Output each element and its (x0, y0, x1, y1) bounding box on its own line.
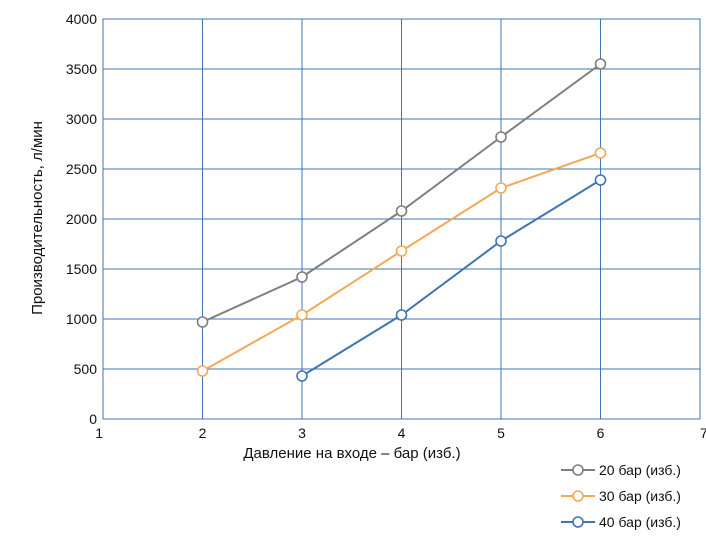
data-point (495, 182, 507, 194)
series-layer (196, 58, 607, 382)
y-tick-label: 1000 (66, 311, 97, 327)
data-point (296, 370, 308, 382)
legend-item: 30 бар (изб.) (561, 488, 681, 504)
data-point (594, 147, 607, 159)
data-point (395, 205, 408, 217)
legend-label: 20 бар (изб.) (599, 462, 681, 478)
x-axis-ticks: 1 2 3 4 5 6 7 (95, 425, 706, 441)
y-tick-label: 2500 (66, 161, 97, 177)
data-point (594, 58, 607, 70)
series-2 (196, 147, 607, 377)
data-point (594, 174, 607, 186)
y-tick-label: 1500 (66, 261, 97, 277)
y-axis-title: Производительность, л/мин (29, 121, 46, 315)
legend-marker (572, 516, 584, 528)
plot-border (102, 18, 701, 420)
x-axis-title: Давление на входе – бар (изб.) (243, 445, 460, 462)
series-1 (196, 58, 607, 328)
x-tick-label: 5 (497, 425, 505, 441)
legend-marker (572, 464, 584, 476)
chart-legend: 20 бар (изб.) 30 бар (изб.) 40 бар (изб.) (561, 462, 681, 530)
y-axis-ticks: 0 500 1000 1500 2000 2500 3000 3500 4000 (66, 11, 97, 427)
plot-frame (102, 18, 701, 420)
legend-label: 30 бар (изб.) (599, 488, 681, 504)
x-tick-label: 4 (398, 425, 406, 441)
data-point (495, 131, 507, 143)
legend-label: 40 бар (изб.) (599, 514, 681, 530)
series-3 (296, 174, 607, 382)
x-tick-label: 2 (199, 425, 207, 441)
data-point (395, 309, 408, 321)
y-tick-label: 3500 (66, 61, 97, 77)
x-tick-label: 3 (298, 425, 306, 441)
x-tick-label: 6 (597, 425, 605, 441)
x-tick-label: 7 (700, 425, 706, 441)
data-point (296, 271, 308, 283)
data-point (495, 235, 507, 247)
legend-item: 40 бар (изб.) (561, 514, 681, 530)
y-tick-label: 500 (74, 361, 98, 377)
legend-item: 20 бар (изб.) (561, 462, 681, 478)
x-tick-label: 1 (95, 425, 103, 441)
data-point (196, 365, 209, 377)
series-line (301, 179, 602, 377)
y-tick-label: 3000 (66, 111, 97, 127)
y-tick-label: 4000 (66, 11, 97, 27)
data-point (296, 309, 308, 321)
data-point (395, 245, 408, 257)
data-point (196, 316, 209, 328)
chart-grid (102, 18, 701, 420)
y-tick-label: 2000 (66, 211, 97, 227)
legend-marker (572, 490, 584, 502)
y-tick-label: 0 (89, 411, 97, 427)
